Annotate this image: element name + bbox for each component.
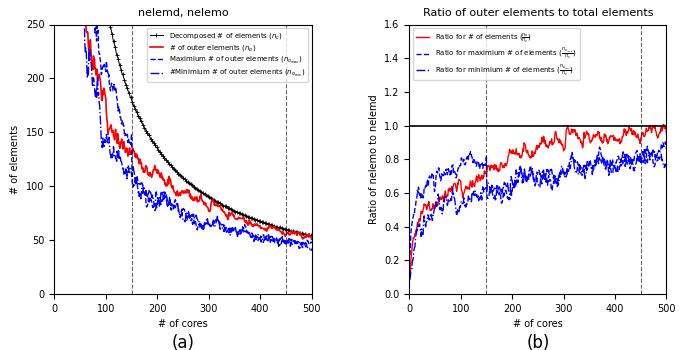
Ratio for maximium # of elements ($\frac{n_{o_{max}}}{n_c}$) [656,150,664,154]
Line: #Minimium # of outer elements ($n_{o_{min}}$): #Minimium # of outer elements ($n_{o_{mi… [55,0,311,250]
Ratio for minimium # of elements ($\frac{n_{o_{min}}}{n_c}$) [545,169,553,174]
# of outer elements ($n_o$) [173,190,181,194]
Ratio for minimium # of elements ($\frac{n_{o_{min}}}{n_c}$) [529,177,537,181]
# of outer elements ($n_o$) [301,236,309,240]
Maximium # of outer elements ($n_{o_{max}}$) [173,202,181,206]
Title: Ratio of outer elements to total elements: Ratio of outer elements to total element… [422,8,653,18]
Ratio for maximium # of elements ($\frac{n_{o_{max}}}{n_c}$) [406,253,414,258]
Maximium # of outer elements ($n_{o_{max}}$) [203,220,211,224]
Decomposed # of elements ($n_c$) [174,172,182,176]
#Minimium # of outer elements ($n_{o_{min}}$) [261,236,269,240]
# of outer elements ($n_o$) [261,228,269,232]
# of outer elements ($n_o$) [190,196,198,201]
Y-axis label: Ratio of nelemo to nelemd: Ratio of nelemo to nelemd [369,94,379,224]
Line: Decomposed # of elements ($n_c$): Decomposed # of elements ($n_c$) [53,0,313,237]
Ratio for minimium # of elements ($\frac{n_{o_{min}}}{n_c}$) [640,148,648,152]
Ratio for minimium # of elements ($\frac{n_{o_{min}}}{n_c}$) [406,278,414,282]
Ratio for minimium # of elements ($\frac{n_{o_{min}}}{n_c}$) [657,155,665,159]
Ratio for # of elements ($\frac{n_o}{n_c}$) [616,142,624,146]
# of outer elements ($n_o$) [203,205,211,209]
Decomposed # of elements ($n_c$) [301,232,309,237]
Line: Ratio for # of elements ($\frac{n_o}{n_c}$): Ratio for # of elements ($\frac{n_o}{n_c… [410,125,666,277]
Line: # of outer elements ($n_o$): # of outer elements ($n_o$) [55,0,311,239]
Text: (b): (b) [526,334,549,350]
Ratio for maximium # of elements ($\frac{n_{o_{max}}}{n_c}$) [662,147,670,151]
Ratio for # of elements ($\frac{n_o}{n_c}$) [558,142,566,147]
Legend: Ratio for # of elements ($\frac{n_o}{n_c}$), Ratio for maximium # of elements ($: Ratio for # of elements ($\frac{n_o}{n_c… [413,28,579,80]
Ratio for maximium # of elements ($\frac{n_{o_{max}}}{n_c}$) [616,160,624,164]
#Minimium # of outer elements ($n_{o_{min}}$) [203,217,211,222]
Maximium # of outer elements ($n_{o_{max}}$) [307,241,316,245]
Ratio for minimium # of elements ($\frac{n_{o_{min}}}{n_c}$) [662,162,670,166]
Ratio for # of elements ($\frac{n_o}{n_c}$) [656,131,664,135]
Ratio for # of elements ($\frac{n_o}{n_c}$) [406,275,414,279]
Maximium # of outer elements ($n_{o_{max}}$) [261,237,269,241]
Maximium # of outer elements ($n_{o_{max}}$) [174,206,182,210]
Decomposed # of elements ($n_c$) [307,233,316,238]
#Minimium # of outer elements ($n_{o_{min}}$) [190,212,198,217]
Maximium # of outer elements ($n_{o_{max}}$) [295,246,303,251]
#Minimium # of outer elements ($n_{o_{min}}$) [173,204,181,208]
Ratio for # of elements ($\frac{n_o}{n_c}$) [529,154,537,159]
Text: (a): (a) [171,334,194,350]
Ratio for minimium # of elements ($\frac{n_{o_{min}}}{n_c}$) [558,165,566,169]
Ratio for maximium # of elements ($\frac{n_{o_{max}}}{n_c}$) [558,167,566,172]
X-axis label: # of cores: # of cores [158,319,208,329]
Legend: Decomposed # of elements ($n_c$), # of outer elements ($n_o$), Maximium # of out: Decomposed # of elements ($n_c$), # of o… [147,28,308,82]
Decomposed # of elements ($n_c$) [203,194,211,198]
Title: nelemd, nelemo: nelemd, nelemo [137,8,228,18]
#Minimium # of outer elements ($n_{o_{min}}$) [301,245,309,250]
#Minimium # of outer elements ($n_{o_{min}}$) [307,248,315,252]
Ratio for maximium # of elements ($\frac{n_{o_{max}}}{n_c}$) [661,140,669,144]
Ratio for # of elements ($\frac{n_o}{n_c}$) [662,132,670,136]
Ratio for # of elements ($\frac{n_o}{n_c}$) [545,144,553,148]
Line: Maximium # of outer elements ($n_{o_{max}}$): Maximium # of outer elements ($n_{o_{max… [55,0,311,248]
Ratio for minimium # of elements ($\frac{n_{o_{min}}}{n_c}$) [616,164,624,168]
Decomposed # of elements ($n_c$) [261,221,269,225]
Y-axis label: # of elements: # of elements [10,125,20,194]
Decomposed # of elements ($n_c$) [173,169,181,174]
#Minimium # of outer elements ($n_{o_{min}}$) [307,246,316,251]
Line: Ratio for minimium # of elements ($\frac{n_{o_{min}}}{n_c}$): Ratio for minimium # of elements ($\frac… [410,150,666,280]
Ratio for maximium # of elements ($\frac{n_{o_{max}}}{n_c}$) [528,170,536,174]
Ratio for # of elements ($\frac{n_o}{n_c}$) [659,122,667,127]
Ratio for minimium # of elements ($\frac{n_{o_{min}}}{n_c}$) [528,170,536,174]
#Minimium # of outer elements ($n_{o_{min}}$) [174,209,182,214]
Ratio for # of elements ($\frac{n_o}{n_c}$) [528,152,536,156]
Maximium # of outer elements ($n_{o_{max}}$) [302,241,310,246]
# of outer elements ($n_o$) [307,237,316,241]
# of outer elements ($n_o$) [174,194,182,198]
Ratio for maximium # of elements ($\frac{n_{o_{max}}}{n_c}$) [529,172,537,176]
Decomposed # of elements ($n_c$) [190,184,198,189]
X-axis label: # of cores: # of cores [513,319,563,329]
Maximium # of outer elements ($n_{o_{max}}$) [190,217,198,222]
Line: Ratio for maximium # of elements ($\frac{n_{o_{max}}}{n_c}$): Ratio for maximium # of elements ($\frac… [410,142,666,256]
Ratio for maximium # of elements ($\frac{n_{o_{max}}}{n_c}$) [545,174,553,178]
